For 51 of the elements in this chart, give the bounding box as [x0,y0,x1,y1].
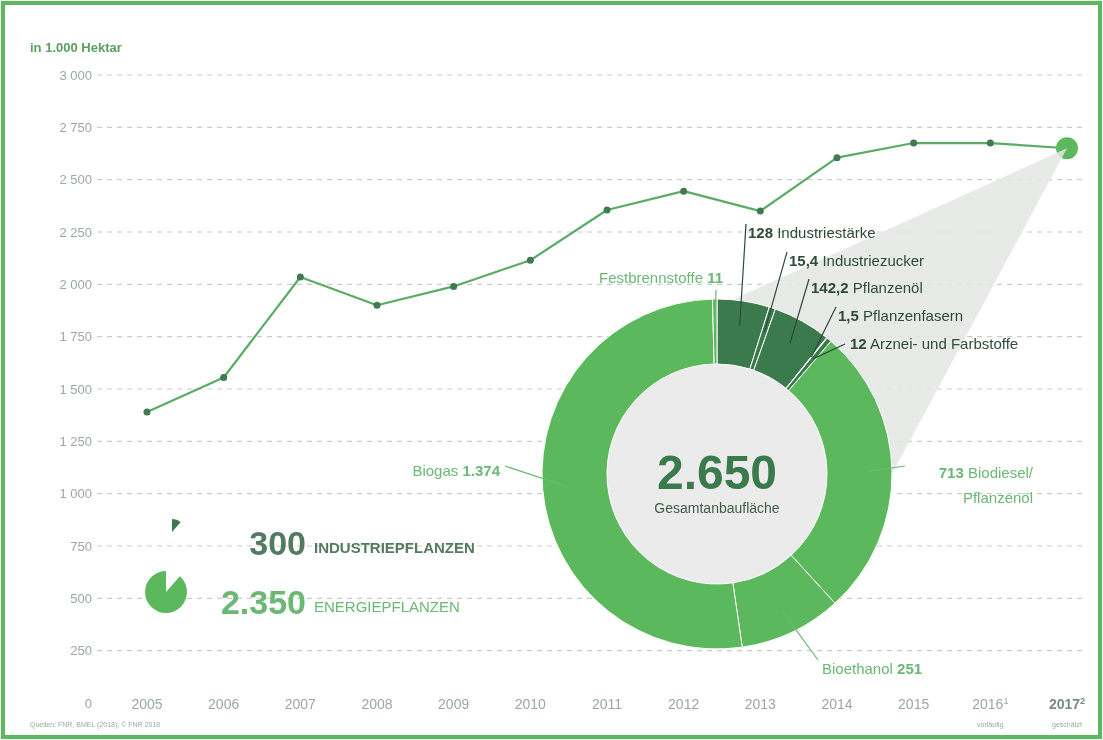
annotation: INDUSTRIEPFLANZEN [314,539,475,556]
data-label: 713 [938,464,964,481]
x-tick-label: 2010 [514,696,547,712]
data-label: 142,2 [811,279,849,296]
y-tick-label: 0 [84,695,92,711]
x-tick-label: 2006 [208,696,240,712]
data-label: 1,5 [838,307,859,324]
y-tick-label: 750 [70,538,92,554]
x-tick-label: 2016$^{1}$ [972,696,1009,712]
x-tick-label: 2011 [591,696,623,712]
y-tick-label: 1 750 [59,329,92,345]
data-label: 128 [748,224,774,241]
slice-label: Bioethanol [822,660,898,677]
slice-label: Pflanzenöl [848,279,923,296]
x-tick-label: 2012 [668,696,700,712]
y-tick-label: 2 250 [59,224,92,240]
data-label: 11 [707,269,723,286]
slice-label: Pflanzenfasern [858,307,964,324]
y-tick-label: 500 [70,590,92,606]
x-tick-label: 2015 [898,696,930,712]
y-tick-label: 2 750 [59,119,92,135]
y-tick-label: 3 000 [59,67,92,83]
x-tick-label: 2007 [284,696,317,712]
x-tick-label: 2017$^{2}$ [1048,696,1086,712]
y-tick-label: 250 [70,643,92,659]
slice-label: Biodiesel/Pflanzenöl [962,464,1034,506]
annotation: 2.650 [656,446,778,499]
data-label: 1.374 [462,462,501,479]
slice-label: Industriezucker [818,252,925,269]
slice-label: Arznei- und Farbstoffe [866,335,1019,352]
x-tick-label: 2013 [744,696,777,712]
y-tick-label: 1 250 [59,433,92,449]
annotation: ENERGIEPFLANZEN [314,598,460,615]
data-label: 15,4 [789,252,819,269]
slice-label: Festbrennstoffe [599,269,708,286]
data-label: 251 [897,660,923,677]
y-tick-label: 1 500 [59,381,92,397]
x-tick-label: 2009 [438,696,470,712]
y-tick-label: 1 000 [59,486,92,502]
data-label: 12 [850,335,867,352]
y-axis-title: in 1.000 Hektar [30,40,122,55]
annotation: 2.350 [220,583,306,621]
y-tick-label: 2 500 [59,172,92,188]
x-tick-label: 2008 [361,696,393,712]
y-tick-label: 2 000 [59,276,92,292]
x-tick-label: 2005 [131,696,163,712]
slice-label: Biogas [412,462,463,479]
slice-label: Industriestärke [773,224,876,241]
x-tick-label: 2014 [821,696,853,712]
annotation: Gesamtanbaufläche [654,500,780,516]
annotation: 300 [249,524,306,562]
